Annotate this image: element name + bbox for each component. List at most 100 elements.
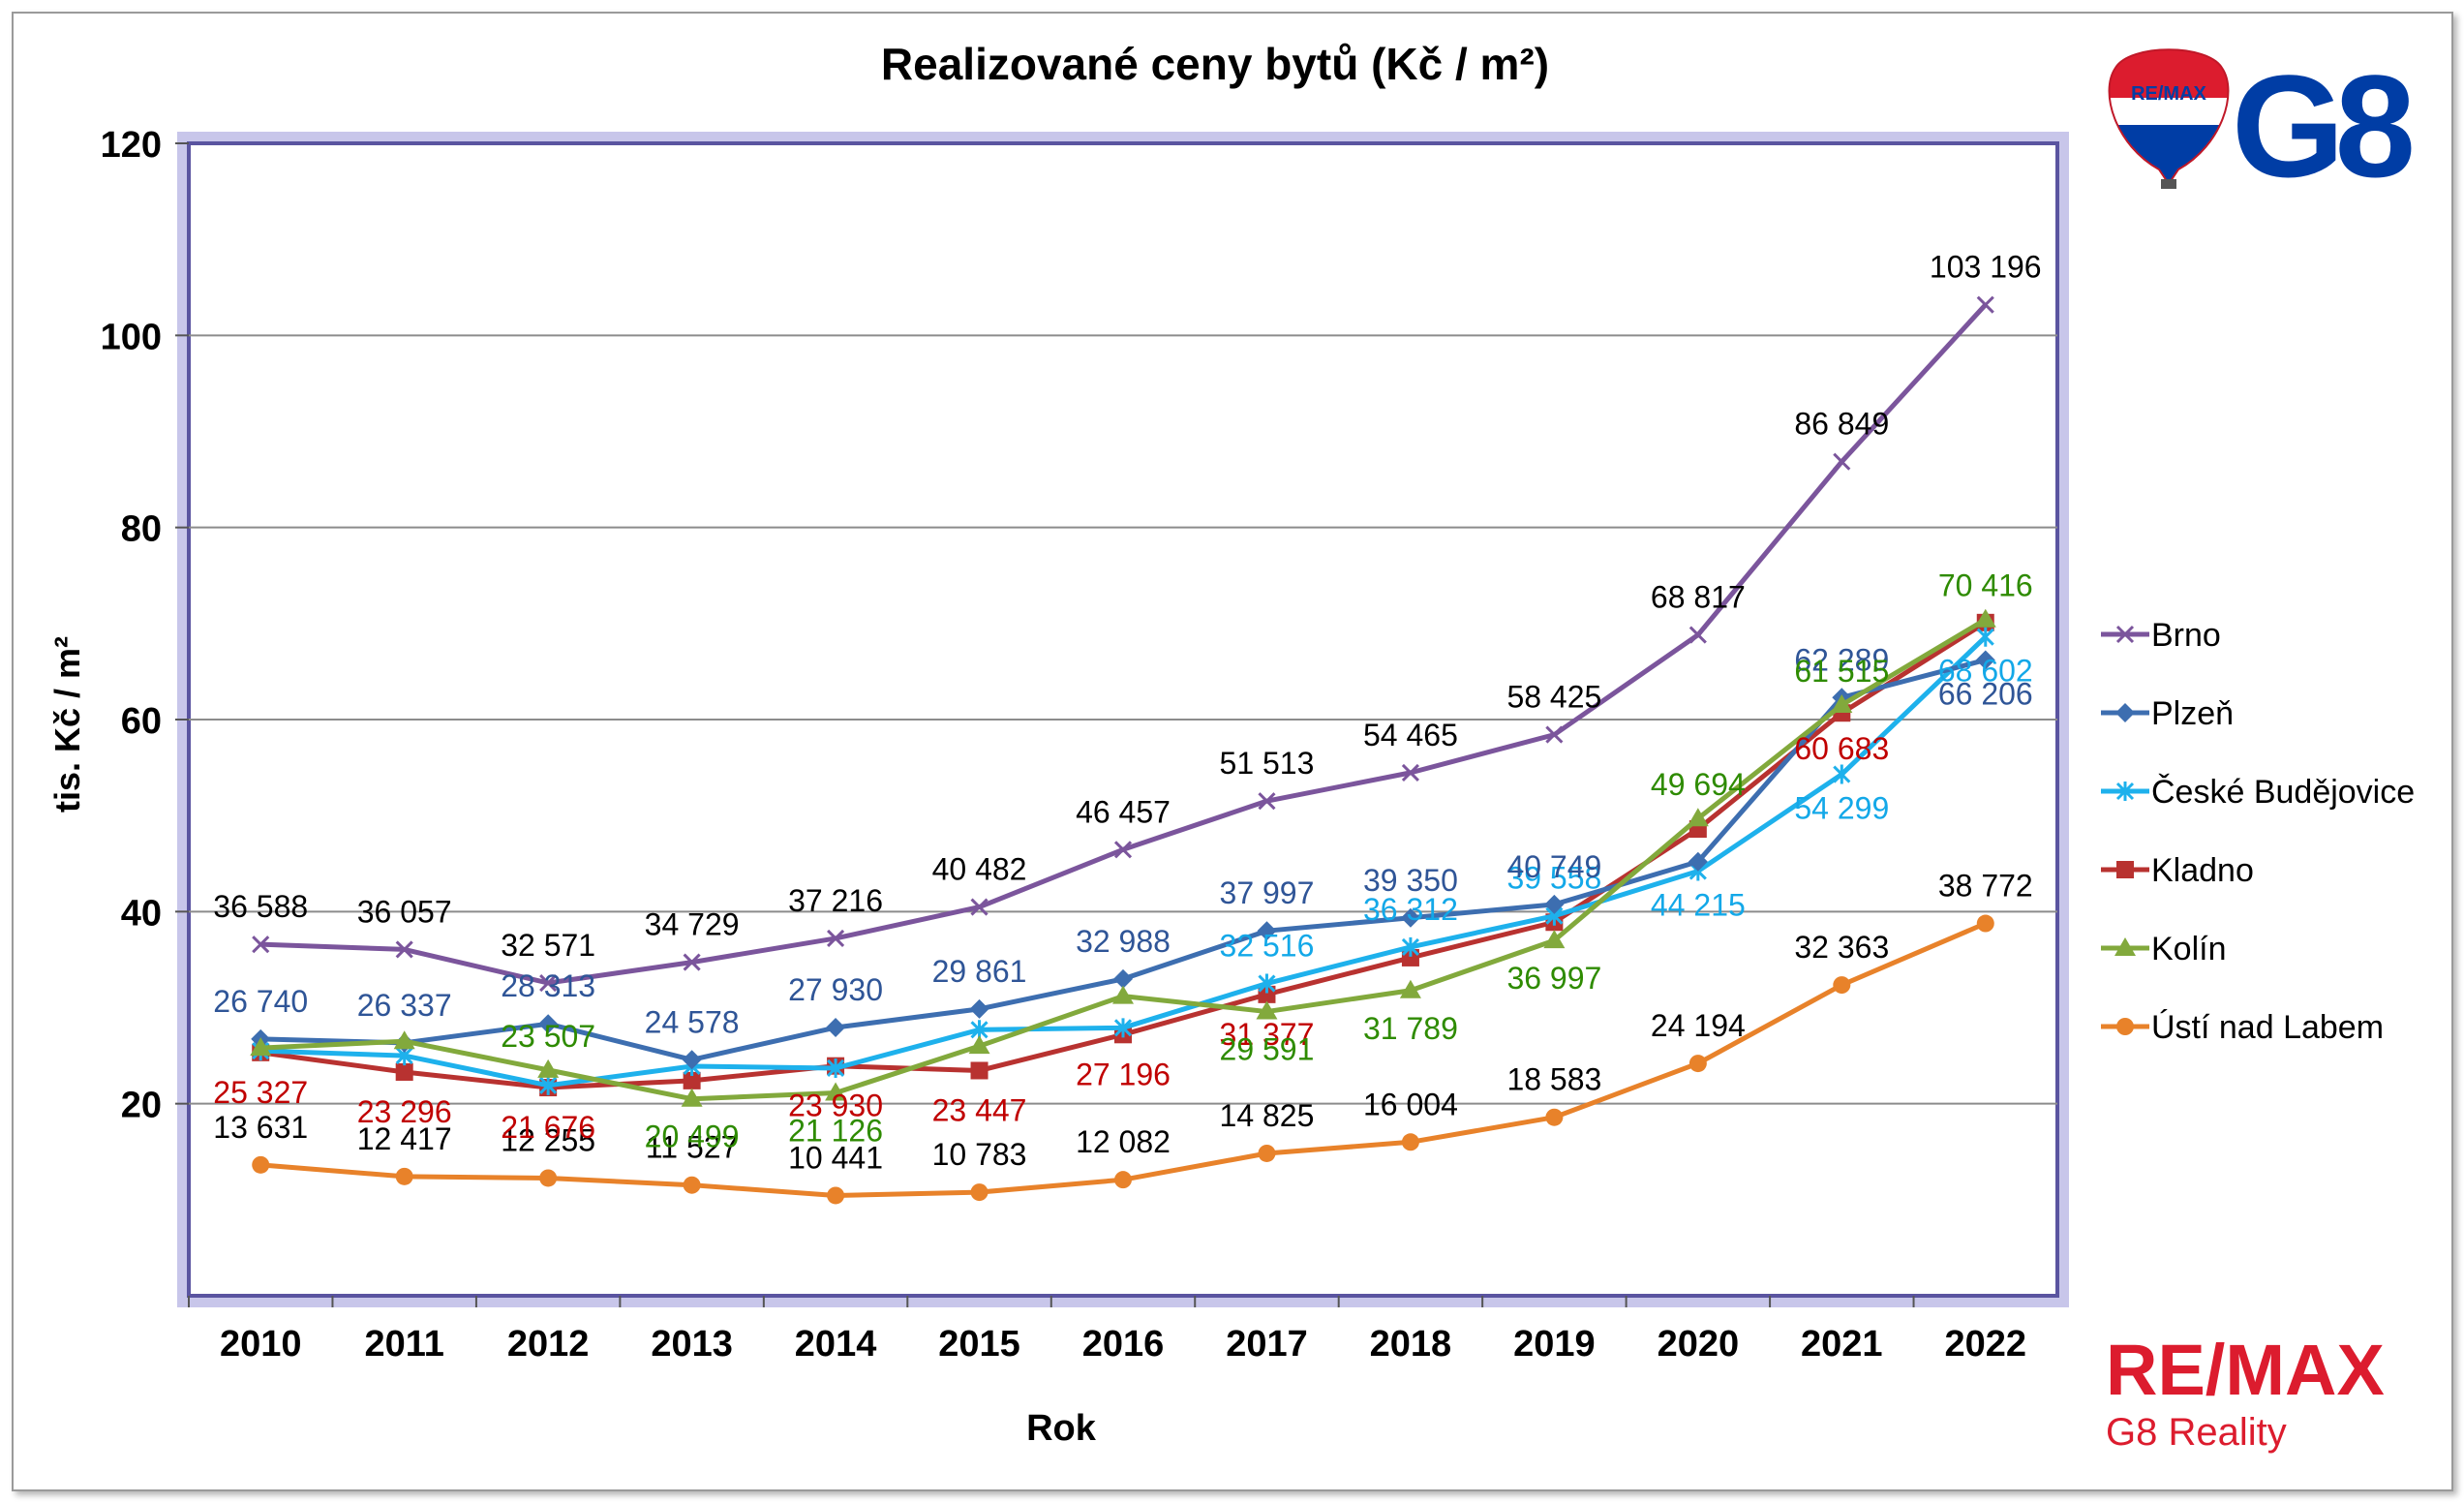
- remax-balloon-logo: RE/MAX: [2108, 48, 2230, 189]
- legend-entry: České Budějovice: [2101, 774, 2415, 811]
- data-label: 26 740: [213, 984, 308, 1019]
- legend-marker: [2116, 1018, 2134, 1035]
- data-point: [1113, 841, 1133, 859]
- data-label: 38 772: [1938, 869, 2033, 904]
- data-label: 103 196: [1930, 250, 2042, 285]
- data-point: [970, 1061, 989, 1080]
- data-label: 39 350: [1363, 863, 1458, 898]
- y-tick-label: 60: [121, 701, 162, 742]
- data-label: 60 683: [1794, 731, 1889, 766]
- data-label: 36 997: [1506, 961, 1601, 996]
- data-point: [681, 1088, 703, 1107]
- data-point: [1401, 1133, 1419, 1151]
- data-point: [1688, 626, 1707, 644]
- data-label: 24 194: [1651, 1008, 1746, 1043]
- data-point: [395, 1167, 413, 1185]
- data-label: 24 578: [645, 1004, 740, 1039]
- remax-wordmark: RE/MAX: [2106, 1330, 2385, 1410]
- y-tick-label: 20: [121, 1086, 162, 1126]
- data-point: [1545, 1108, 1564, 1126]
- data-label: 39 558: [1506, 861, 1601, 896]
- data-point: [1976, 295, 1994, 314]
- data-label: 36 588: [213, 889, 308, 924]
- data-label: 14 825: [1220, 1098, 1315, 1133]
- data-label: 31 377: [1220, 1017, 1315, 1052]
- data-label: 23 507: [501, 1019, 595, 1054]
- legend-entry: Plzeň: [2101, 695, 2234, 732]
- data-point: [683, 1071, 701, 1089]
- data-label: 23 447: [932, 1092, 1027, 1127]
- y-tick-label: 80: [121, 509, 162, 550]
- data-point: [539, 1169, 558, 1187]
- data-label: 25 327: [213, 1075, 308, 1110]
- data-point: [968, 1035, 990, 1055]
- data-point: [1258, 1144, 1276, 1162]
- data-label: 23 930: [788, 1089, 883, 1123]
- data-label: 11 527: [646, 1130, 739, 1165]
- legend-marker: [2116, 861, 2134, 878]
- data-label: 62 289: [1794, 642, 1889, 677]
- data-label: 12 417: [357, 1121, 452, 1156]
- data-label: 37 997: [1220, 875, 1315, 910]
- data-point: [827, 929, 845, 948]
- x-tick-label: 2012: [507, 1324, 590, 1365]
- series-brno: [252, 295, 1994, 993]
- x-tick-label: 2019: [1513, 1324, 1596, 1365]
- legend-marker: [2115, 625, 2135, 644]
- legend-entry: Ústí nad Labem: [2101, 1009, 2384, 1046]
- data-point: [395, 940, 413, 959]
- data-label: 32 516: [1220, 929, 1315, 964]
- data-labels: 13 631 12 417 12 255 11 527 10 441 10 783 12 0…: [213, 250, 2041, 1176]
- series-ústí-nad-labem: [252, 914, 1994, 1205]
- data-point: [969, 998, 989, 1019]
- data-label: 21 676: [501, 1110, 595, 1145]
- data-point: [1976, 914, 1994, 933]
- data-point: [1687, 808, 1709, 827]
- legend-label: Plzeň: [2151, 695, 2234, 732]
- x-axis-label: Rok: [1026, 1408, 1097, 1449]
- data-point: [827, 1186, 845, 1205]
- x-tick-label: 2017: [1226, 1324, 1308, 1365]
- data-point: [1113, 1018, 1133, 1038]
- data-label: 20 499: [645, 1120, 740, 1154]
- data-label: 32 363: [1794, 930, 1889, 965]
- legend-marker: [2115, 703, 2135, 722]
- data-point: [825, 1082, 847, 1101]
- data-label: 54 299: [1794, 791, 1889, 826]
- legend-label: České Budějovice: [2151, 774, 2415, 811]
- y-tick-label: 40: [121, 893, 162, 934]
- chart-title: Realizované ceny bytů (Kč / m²): [881, 39, 1549, 89]
- data-label: 21 126: [788, 1114, 883, 1149]
- data-label: 40 482: [932, 852, 1027, 887]
- data-point: [1256, 1000, 1278, 1020]
- legend-marker: [2115, 782, 2135, 801]
- data-point: [539, 1075, 558, 1095]
- data-point: [683, 953, 701, 971]
- y-axis-ticks: 20 40 60 80 100 120: [101, 125, 189, 1126]
- series-kolín: [250, 608, 1996, 1107]
- data-label: 27 196: [1076, 1057, 1171, 1091]
- data-point: [1974, 608, 1996, 628]
- data-label: 12 255: [501, 1122, 595, 1157]
- data-label: 27 930: [788, 972, 883, 1007]
- y-axis-label: tis. Kč / m²: [47, 636, 87, 813]
- data-label: 49 694: [1651, 767, 1746, 802]
- data-label: 10 441: [788, 1140, 883, 1175]
- data-point: [1114, 1171, 1132, 1189]
- data-point: [1112, 985, 1134, 1004]
- legend-label: Ústí nad Labem: [2151, 1009, 2384, 1046]
- x-tick-label: 2015: [938, 1324, 1020, 1365]
- data-point: [827, 1058, 845, 1078]
- x-tick-label: 2014: [795, 1324, 877, 1365]
- data-point: [252, 1155, 270, 1174]
- data-point: [1976, 627, 1994, 647]
- y-tick-label: 120: [101, 125, 162, 166]
- legend-label: Kladno: [2151, 852, 2254, 889]
- g8-reality-text: G8 Reality: [2106, 1411, 2287, 1454]
- data-label: 32 571: [501, 928, 595, 963]
- x-tick-label: 2021: [1801, 1324, 1883, 1365]
- data-label: 61 515: [1794, 654, 1889, 689]
- data-point: [1688, 1055, 1707, 1073]
- data-point: [1688, 851, 1708, 872]
- data-label: 26 337: [357, 988, 452, 1023]
